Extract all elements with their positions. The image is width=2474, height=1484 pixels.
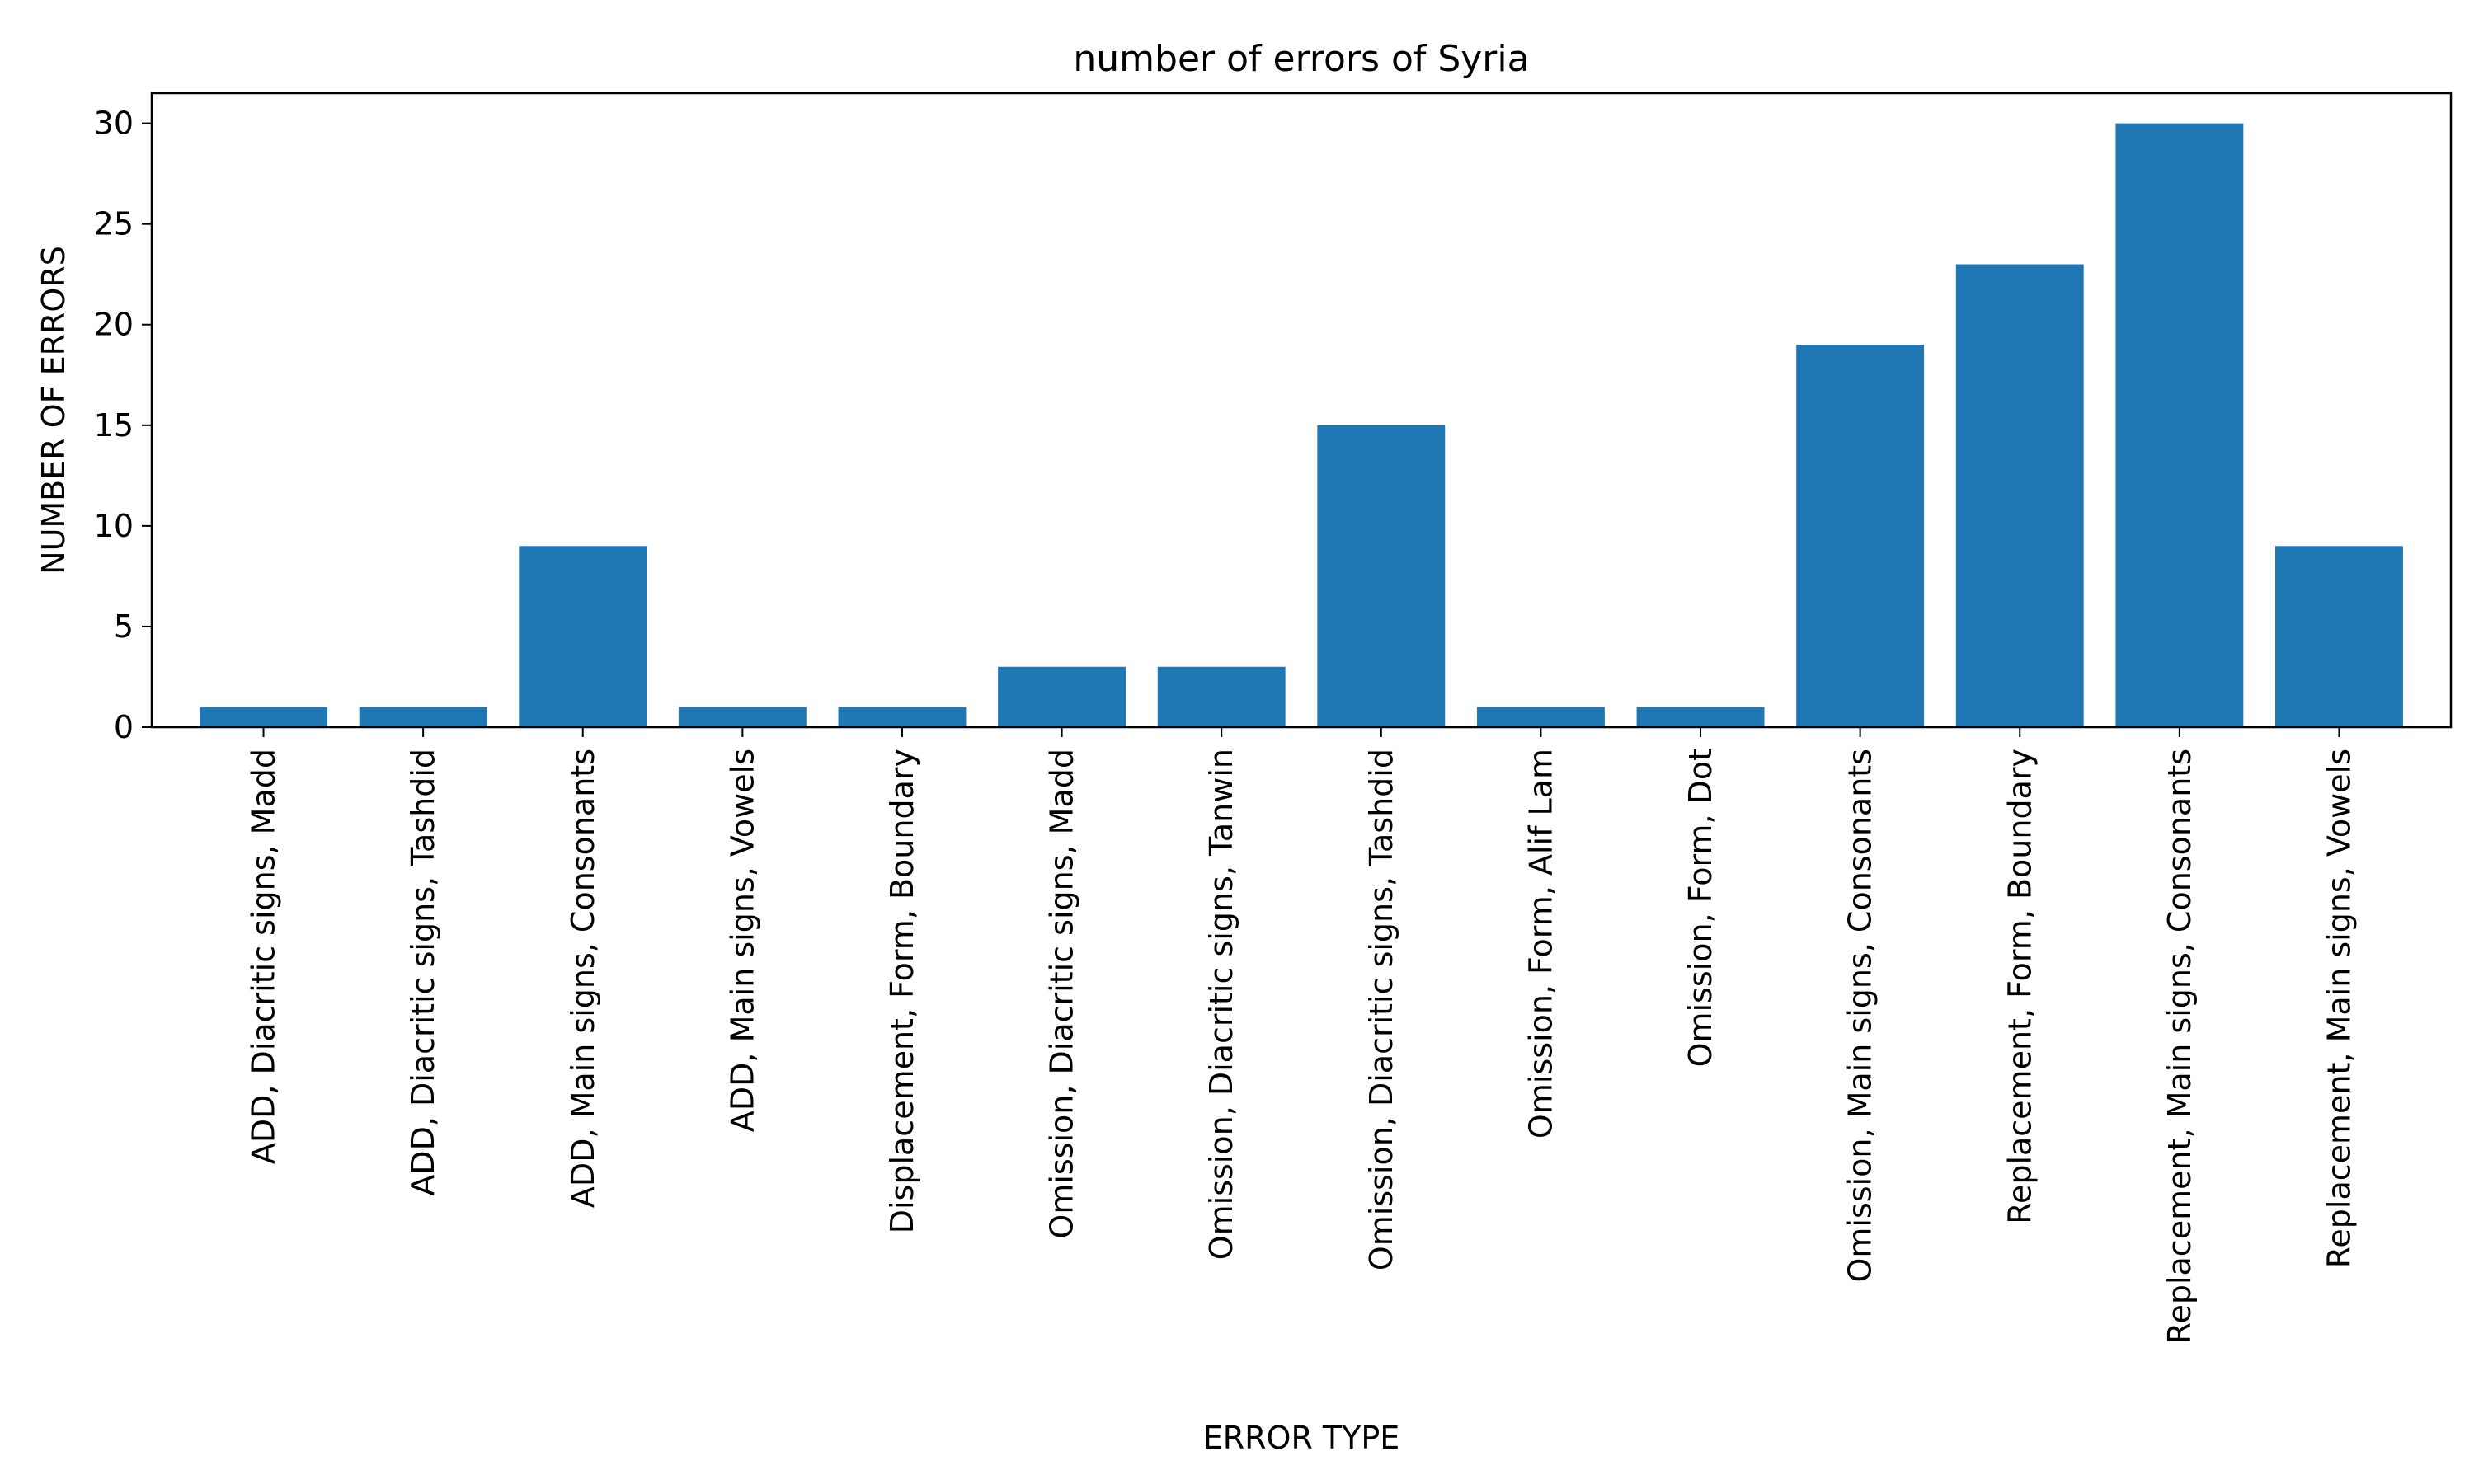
y-tick-label: 30 [94,106,134,142]
bar [1796,345,1925,727]
x-tick-label: ADD, Main signs, Consonants [565,749,601,1208]
x-tick-label: Omission, Form, Alif Lam [1522,749,1559,1139]
bar [200,707,327,727]
x-ticks-layer: ADD, Diacritic signs, Madd ADD, Diacritic… [246,727,2357,1344]
x-tick-label: Omission, Diacritic signs, Tanwin [1203,749,1239,1260]
y-axis-label: NUMBER OF ERRORS [35,246,72,575]
bar [1955,264,2084,727]
x-tick-label: Omission, Diacritic signs, Madd [1044,749,1080,1239]
x-tick-label: Omission, Form, Dot [1682,749,1719,1067]
x-tick-label: ADD, Main signs, Vowels [724,749,760,1132]
x-tick-label: Displacement, Form, Boundary [884,749,920,1233]
y-tick-label: 5 [114,608,134,645]
y-tick-label: 25 [94,206,134,242]
chart-title: number of errors of Syria [1073,38,1529,80]
bar [838,707,967,727]
y-tick-label: 0 [114,709,134,745]
bar [2275,546,2403,727]
bar [519,546,647,727]
bar [359,707,487,727]
bars-layer [200,123,2403,728]
y-tick-label: 20 [94,307,134,343]
x-tick-label: Omission, Diacritic signs, Tashdid [1363,749,1399,1270]
bar [1317,425,1446,727]
y-tick-label: 15 [94,407,134,444]
bar [1476,707,1605,727]
y-tick-label: 10 [94,508,134,544]
bar [2115,123,2244,728]
x-tick-label: ADD, Diacritic signs, Tashdid [405,749,441,1196]
bar [1157,666,1286,727]
bar [1636,707,1765,727]
x-tick-label: Replacement, Main signs, Vowels [2321,749,2357,1268]
x-tick-label: ADD, Diacritic signs, Madd [246,749,282,1164]
x-tick-label: Replacement, Main signs, Consonants [2161,749,2198,1344]
plot-frame [150,92,2453,729]
bar [998,666,1126,727]
bar [678,707,807,727]
y-ticks-layer: 0 5 10 15 20 25 30 [94,106,152,745]
x-tick-label: Omission, Main signs, Consonants [1842,749,1879,1283]
x-tick-label: Replacement, Form, Boundary [2001,749,2038,1224]
x-axis-label: ERROR TYPE [1203,1420,1400,1456]
